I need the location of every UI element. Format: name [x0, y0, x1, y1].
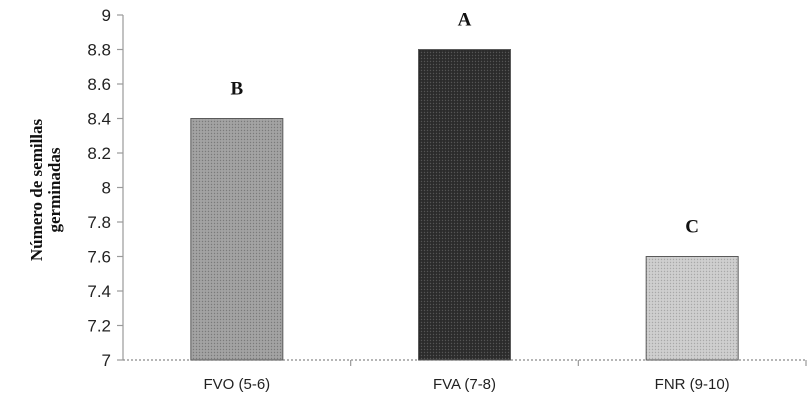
y-tick-label: 7	[102, 351, 111, 370]
y-axis-label-line: Número de semillas	[27, 118, 46, 261]
bar-letter-label: A	[458, 10, 472, 31]
y-tick-label: 8.6	[87, 75, 111, 94]
x-category-label: FVA (7-8)	[433, 376, 496, 393]
y-axis-label: Número de semillas germinadas	[27, 118, 64, 261]
y-tick-label: 8.4	[87, 110, 111, 129]
y-tick-label: 9	[102, 6, 111, 25]
y-tick-label: 7.2	[87, 317, 111, 336]
y-tick-label: 7.8	[87, 213, 111, 232]
bar-letter-label: C	[685, 217, 699, 238]
y-tick-label: 7.4	[87, 282, 111, 301]
bars	[190, 49, 739, 361]
y-tick-label: 8.8	[87, 41, 111, 60]
x-category-label: FVO (5-6)	[203, 376, 270, 393]
y-tick-label: 8.2	[87, 144, 111, 163]
category-labels: FVO (5-6) FVA (7-8) FNR (9-10)	[203, 360, 807, 393]
significance-letters: B A C	[230, 10, 699, 238]
bar-letter-label: B	[230, 79, 243, 100]
y-tick-label: 7.6	[87, 248, 111, 267]
x-category-label: FNR (9-10)	[655, 376, 730, 393]
y-axis-label-line: germinadas	[45, 147, 64, 232]
bar-3	[645, 256, 739, 361]
y-tick-label: 8	[102, 179, 111, 198]
y-axis-ticks: 7 7.2 7.4 7.6 7.8 8 8.2 8.4 8.6 8.8 9	[87, 6, 123, 370]
bar-1	[190, 118, 284, 361]
bar-2	[418, 49, 511, 361]
